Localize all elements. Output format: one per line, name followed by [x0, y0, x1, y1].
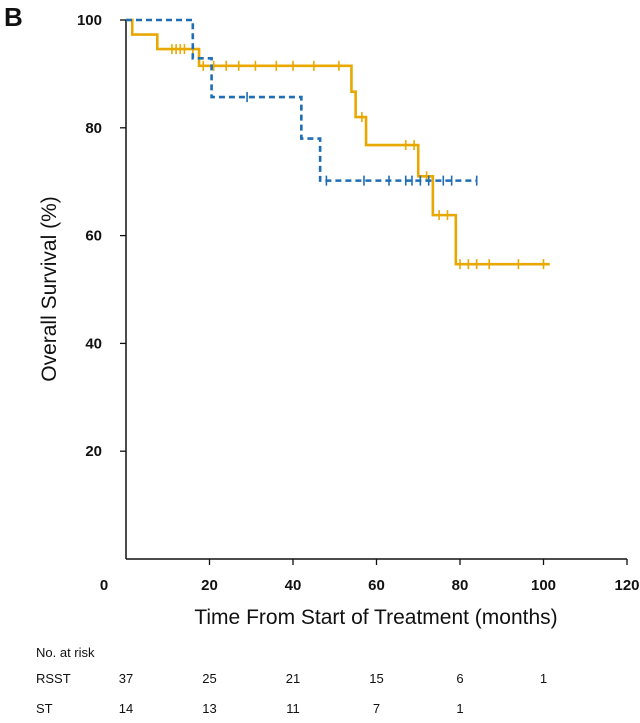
x-tick-label: 20 [201, 577, 218, 594]
x-ticks: 0 20 40 60 80 100 120 [100, 559, 640, 594]
x-tick-label: 120 [614, 577, 639, 594]
risk-count: 15 [369, 671, 383, 686]
risk-row-label: ST [36, 701, 53, 716]
risk-count: 6 [456, 671, 463, 686]
risk-count: 37 [119, 671, 133, 686]
x-tick-label: 40 [285, 577, 302, 594]
x-tick-label: 80 [452, 577, 469, 594]
series-rsst [126, 18, 550, 270]
survival-curve-st [126, 18, 477, 182]
risk-count: 13 [202, 701, 216, 716]
risk-count: 1 [456, 701, 463, 716]
risk-count: 7 [373, 701, 380, 716]
risk-count: 21 [286, 671, 300, 686]
risk-count: 14 [119, 701, 133, 716]
y-tick-label: 60 [85, 228, 102, 245]
y-axis-title: Overall Survival (%) [38, 196, 61, 382]
survival-curve-rsst [126, 18, 550, 266]
y-tick-label: 100 [77, 12, 102, 29]
y-ticks: 20 40 60 80 100 [77, 12, 126, 460]
risk-count: 25 [202, 671, 216, 686]
risk-count: 11 [286, 701, 300, 716]
x-tick-label: 0 [100, 577, 108, 594]
risk-table: No. at risk RSST 37 25 21 15 6 1 ST 14 13 11 7 1 [36, 645, 547, 716]
axes [125, 20, 627, 560]
y-tick-label: 80 [85, 120, 102, 137]
panel-label: B [4, 2, 23, 32]
y-tick-label: 20 [85, 443, 102, 460]
risk-count: 1 [540, 671, 547, 686]
x-tick-label: 100 [531, 577, 556, 594]
y-tick-label: 40 [85, 335, 102, 352]
series-st [126, 18, 478, 186]
risk-row-label: RSST [36, 671, 71, 686]
x-tick-label: 60 [368, 577, 385, 594]
x-axis-title: Time From Start of Treatment (months) [194, 606, 557, 629]
survival-curves [126, 18, 550, 270]
risk-table-title: No. at risk [36, 645, 95, 660]
